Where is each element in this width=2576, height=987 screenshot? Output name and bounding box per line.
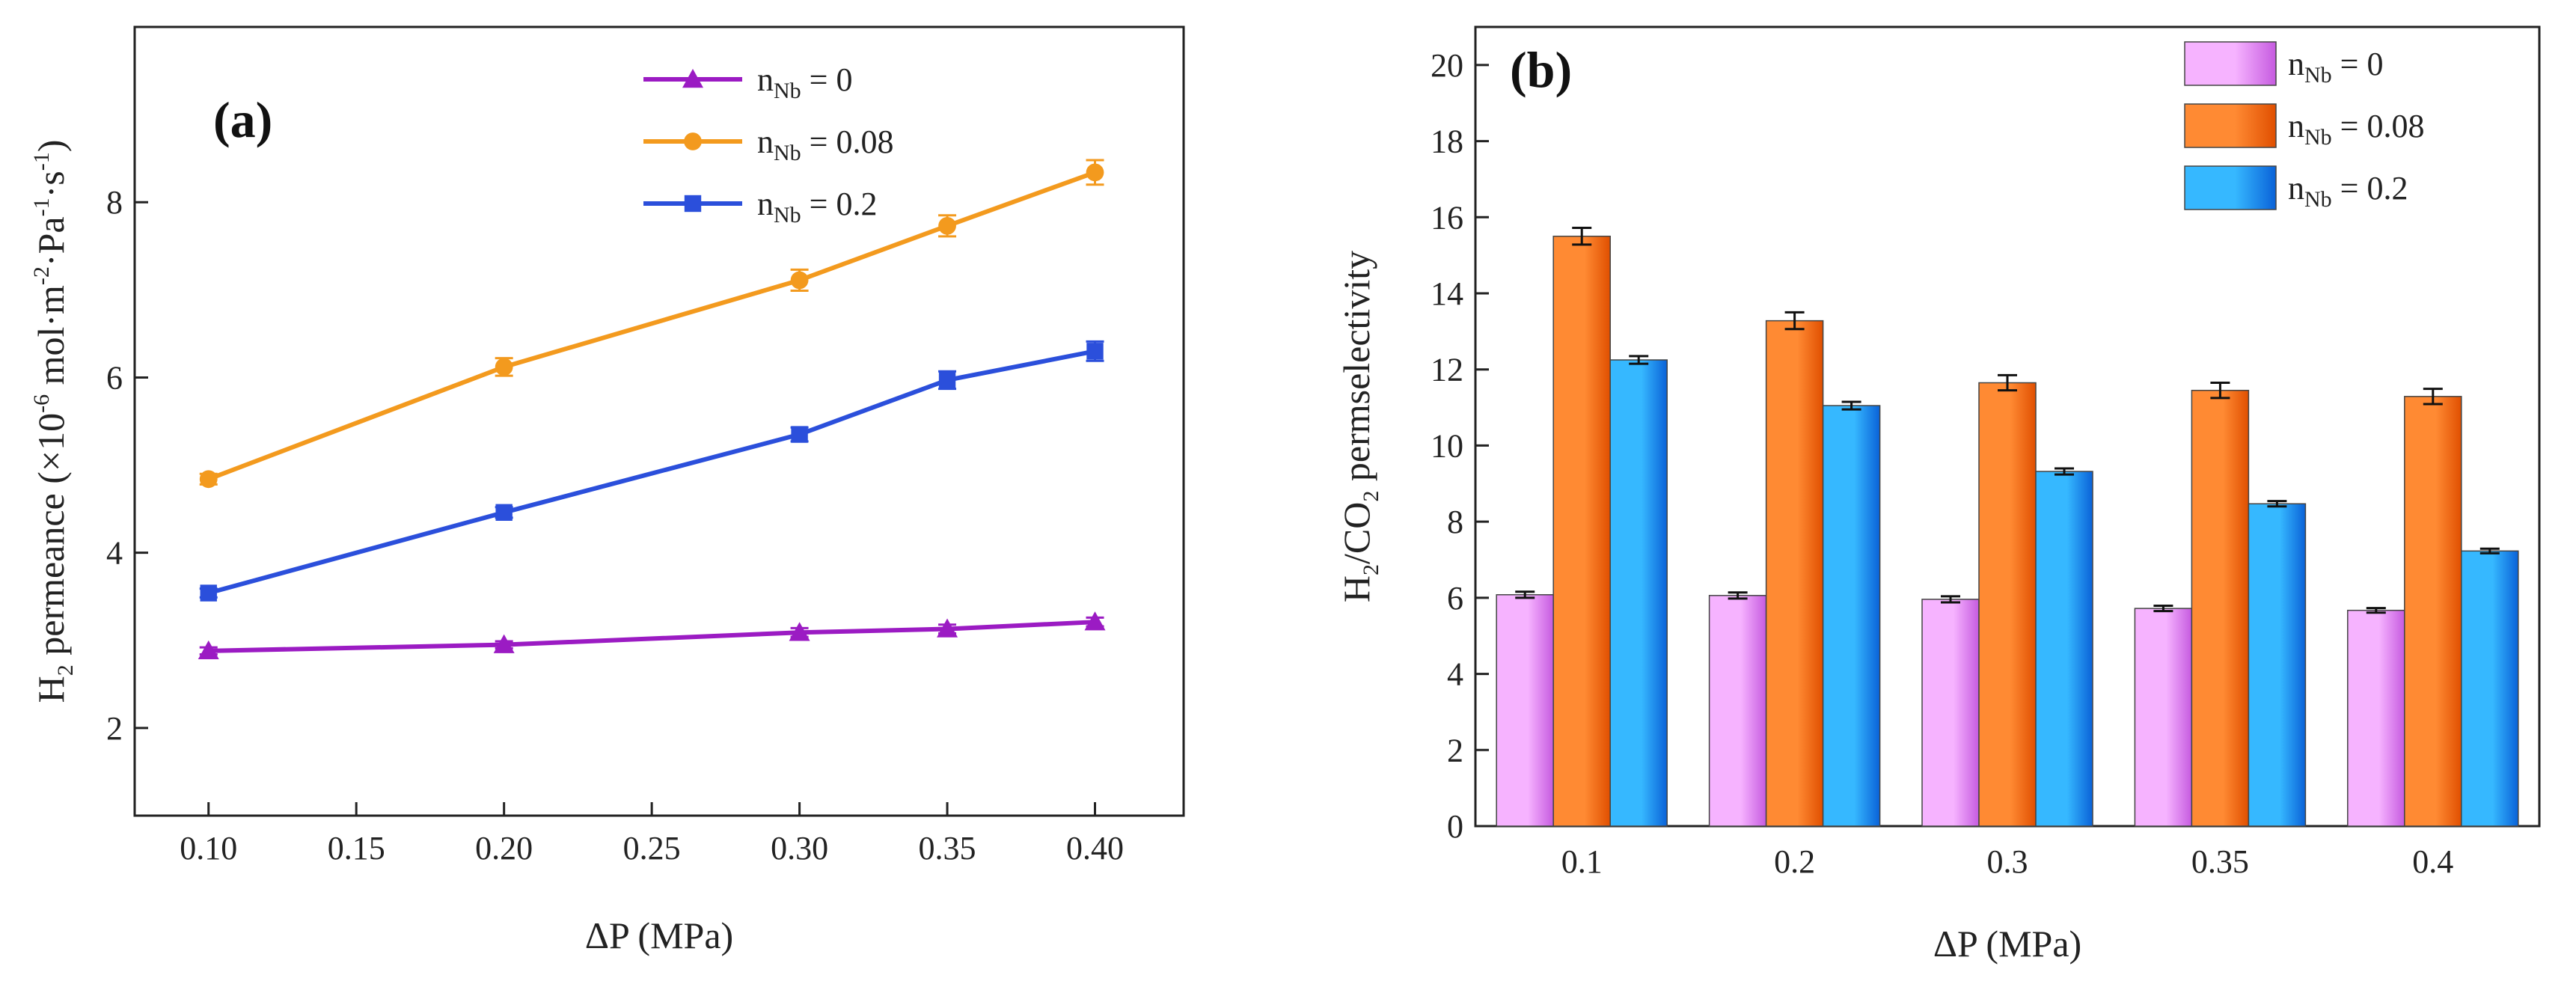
panel-b-x-tick-label: 0.1 bbox=[1561, 843, 1603, 880]
panel-b-bar-series-2 bbox=[2461, 550, 2519, 827]
panel-a-point-series-2 bbox=[495, 504, 513, 521]
panel-b-legend-swatch-0 bbox=[2184, 41, 2277, 86]
panel-a: 2 4 6 8 0.10 0.15 0.20 0.25 0.30 0.35 0.40 (a) ΔP… bbox=[29, 25, 1185, 956]
panel-b-x-ticks: 0.1 0.2 0.3 0.35 0.4 bbox=[1561, 813, 2453, 880]
panel-b-bar-series-0 bbox=[1921, 599, 1980, 827]
panel-a-line-series-1 bbox=[207, 170, 1096, 482]
panel-a-x-tick-label: 0.40 bbox=[1066, 830, 1124, 867]
panel-b-legend-swatch-1 bbox=[2184, 103, 2277, 148]
panel-b-bar-series-0 bbox=[2134, 608, 2193, 827]
panel-a-x-axis-title: ΔP (MPa) bbox=[585, 914, 733, 956]
panel-a-x-tick-label: 0.35 bbox=[919, 830, 976, 867]
panel-a-legend-marker-1 bbox=[684, 132, 702, 150]
panel-b-y-tick-label: 20 bbox=[1431, 47, 1463, 84]
panel-a-legend: nNb = 0 nNb = 0.08 nNb = 0.2 bbox=[643, 61, 894, 227]
panel-b-bars bbox=[1496, 227, 2519, 827]
panel-b-bar-series-1 bbox=[1765, 320, 1824, 827]
panel-a-series bbox=[198, 159, 1106, 660]
panel-b-y-tick-label: 16 bbox=[1431, 199, 1463, 236]
panel-a-legend-label-2: nNb = 0.2 bbox=[757, 186, 878, 227]
panel-b-y-tick-label: 10 bbox=[1431, 427, 1463, 464]
panel-b-x-axis-title: ΔP (MPa) bbox=[1933, 923, 2081, 965]
panel-b-y-tick-label: 18 bbox=[1431, 123, 1463, 160]
panel-a-point-series-0 bbox=[198, 640, 219, 660]
panel-a-point-series-0 bbox=[789, 622, 810, 641]
panel-a-legend-label-1: nNb = 0.08 bbox=[757, 123, 894, 165]
panel-a-line-series-2 bbox=[207, 349, 1096, 596]
panel-b-y-tick-label: 2 bbox=[1447, 732, 1463, 768]
panel-a-y-ticks: 2 4 6 8 bbox=[106, 184, 148, 747]
panel-b-x-tick-label: 0.35 bbox=[2191, 843, 2249, 880]
panel-a-point-series-2 bbox=[791, 426, 808, 443]
panel-b-x-tick-label: 0.3 bbox=[1987, 843, 2028, 880]
panel-a-legend-marker-0 bbox=[682, 69, 703, 88]
panel-a-point-series-0 bbox=[493, 634, 515, 653]
panel-a-x-ticks: 0.10 0.15 0.20 0.25 0.30 0.35 0.40 bbox=[180, 802, 1124, 867]
panel-b-bar-series-1 bbox=[1978, 382, 2037, 827]
panel-b-x-tick-label: 0.2 bbox=[1774, 843, 1815, 880]
panel-b-legend-label-2: nNb = 0.2 bbox=[2288, 170, 2408, 212]
panel-a-point-series-1 bbox=[938, 216, 956, 235]
panel-a-y-tick-label: 4 bbox=[106, 535, 123, 572]
panel-a-point-series-2 bbox=[938, 371, 956, 389]
panel-a-line-series-0 bbox=[208, 620, 1095, 653]
panel-b-bar-series-2 bbox=[2035, 471, 2093, 827]
panel-b-bar-series-2 bbox=[1609, 359, 1668, 827]
panel-a-frame bbox=[133, 25, 1185, 817]
panel-b-y-tick-label: 14 bbox=[1431, 275, 1463, 312]
panel-b-y-tick-label: 4 bbox=[1447, 656, 1463, 693]
panel-b-y-tick-label: 6 bbox=[1447, 580, 1463, 617]
panel-a-legend-marker-2 bbox=[684, 195, 702, 213]
panel-b-bar-series-1 bbox=[2404, 396, 2462, 827]
panel-a-x-tick-label: 0.30 bbox=[771, 830, 828, 867]
panel-b-bar-series-1 bbox=[2191, 389, 2250, 827]
panel-a-point-series-1 bbox=[495, 358, 513, 376]
panel-b-bar-series-2 bbox=[1822, 405, 1881, 827]
panel-a-point-series-0 bbox=[1084, 611, 1106, 631]
panel-b-y-tick-label: 0 bbox=[1447, 808, 1463, 845]
panel-a-point-series-1 bbox=[199, 470, 218, 489]
panel-a-y-tick-label: 6 bbox=[106, 359, 123, 396]
panel-a-x-tick-label: 0.15 bbox=[328, 830, 385, 867]
panel-b-y-tick-label: 12 bbox=[1431, 352, 1463, 388]
panel-b-y-ticks: 0 2 4 6 8 10 12 14 16 18 20 bbox=[1431, 47, 1489, 845]
panel-b-label: (b) bbox=[1510, 41, 1572, 98]
panel-b-legend: nNb = 0 nNb = 0.08 nNb = 0.2 bbox=[2184, 41, 2425, 212]
panel-b: 0 2 4 6 8 10 12 14 16 18 20 0.1 0.2 0.3 0.35 0.4 (b) Δ… bbox=[1336, 25, 2541, 965]
panel-b-y-tick-label: 8 bbox=[1447, 504, 1463, 540]
panel-a-label: (a) bbox=[213, 91, 272, 148]
panel-b-legend-label-0: nNb = 0 bbox=[2288, 46, 2384, 88]
panel-a-point-series-2 bbox=[200, 584, 217, 602]
panel-b-y-axis-title: H2/CO2 permselectivity bbox=[1336, 251, 1383, 602]
panel-a-legend-label-0: nNb = 0 bbox=[757, 61, 853, 103]
panel-b-bar-series-1 bbox=[1552, 235, 1611, 827]
panel-a-y-tick-label: 8 bbox=[106, 184, 123, 221]
panel-a-y-axis-title: H2 permeance (×10-6 mol·m-2·Pa-1·s-1) bbox=[29, 140, 78, 703]
panel-a-x-tick-label: 0.10 bbox=[180, 830, 237, 867]
panel-b-legend-label-1: nNb = 0.08 bbox=[2288, 108, 2425, 150]
panel-b-bar-series-2 bbox=[2248, 503, 2307, 827]
panel-b-bar-series-0 bbox=[2347, 609, 2405, 827]
panel-a-point-series-0 bbox=[937, 618, 958, 638]
panel-a-point-series-1 bbox=[790, 271, 809, 290]
panel-b-bar-series-0 bbox=[1708, 595, 1767, 827]
panel-b-bar-series-0 bbox=[1496, 594, 1554, 827]
panel-a-x-tick-label: 0.25 bbox=[623, 830, 681, 867]
panel-a-y-tick-label: 2 bbox=[106, 710, 123, 747]
panel-b-x-tick-label: 0.4 bbox=[2412, 843, 2453, 880]
panel-b-legend-swatch-2 bbox=[2184, 165, 2277, 210]
panel-a-x-tick-label: 0.20 bbox=[475, 830, 533, 867]
panel-a-point-series-1 bbox=[1086, 163, 1104, 182]
panel-a-point-series-2 bbox=[1086, 343, 1104, 360]
